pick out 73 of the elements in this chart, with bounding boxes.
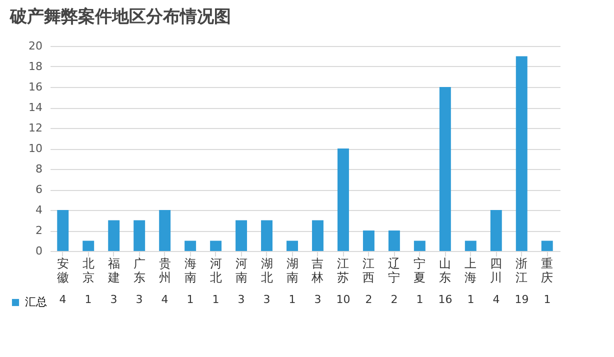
data-label: 1 xyxy=(212,293,220,306)
bar xyxy=(337,148,349,251)
x-tick-label: 宁夏 xyxy=(414,256,426,284)
data-label: 1 xyxy=(288,293,296,306)
x-tick-label: 四川 xyxy=(490,256,502,284)
y-tick-label: 16 xyxy=(28,80,42,94)
x-tick-label: 山东 xyxy=(439,256,452,284)
x-tick-label: 上海 xyxy=(464,256,477,284)
bar xyxy=(464,240,476,251)
bar xyxy=(362,230,374,251)
bar xyxy=(516,56,528,251)
x-tick-label: 重庆 xyxy=(541,256,554,284)
data-label: 1 xyxy=(186,293,194,306)
data-label: 3 xyxy=(238,293,245,306)
data-label: 4 xyxy=(59,293,66,306)
x-tick-label: 河南 xyxy=(235,256,248,284)
data-label: 1 xyxy=(467,293,474,306)
bar xyxy=(159,210,171,251)
x-tick-label: 安徽 xyxy=(56,256,69,284)
data-label: 1 xyxy=(416,293,424,306)
bar xyxy=(82,240,94,251)
y-tick-label: 0 xyxy=(36,244,42,258)
data-label: 4 xyxy=(492,293,500,306)
y-tick-label: 8 xyxy=(36,162,42,176)
bar xyxy=(108,220,120,251)
bar xyxy=(541,240,553,251)
data-label: 19 xyxy=(514,293,529,306)
x-tick-label: 北京 xyxy=(82,256,94,284)
data-label: 16 xyxy=(438,293,452,306)
bar xyxy=(134,220,146,251)
bar xyxy=(414,240,426,251)
bar xyxy=(261,220,273,251)
data-label: 2 xyxy=(365,293,372,306)
x-tick-label: 湖南 xyxy=(286,256,298,284)
bar xyxy=(57,210,69,251)
data-label: 10 xyxy=(336,293,350,306)
data-label: 3 xyxy=(110,293,118,306)
bar xyxy=(439,87,451,251)
data-label: 1 xyxy=(544,293,551,306)
x-tick-label: 江西 xyxy=(362,256,375,284)
bar xyxy=(286,240,298,251)
data-label: 3 xyxy=(314,293,322,306)
y-tick-label: 12 xyxy=(28,122,42,134)
x-tick-label: 浙江 xyxy=(516,256,528,284)
data-label: 4 xyxy=(161,293,168,306)
data-label: 1 xyxy=(84,293,92,306)
x-tick-label: 湖北 xyxy=(260,256,273,284)
x-tick-label: 江苏 xyxy=(337,256,350,284)
legend-label: 汇总 xyxy=(25,296,47,308)
data-label: 3 xyxy=(263,293,270,306)
y-tick-label: 14 xyxy=(28,101,42,114)
y-tick-label: 4 xyxy=(36,204,42,216)
y-tick-label: 18 xyxy=(28,60,42,73)
data-label: 3 xyxy=(136,293,143,306)
x-tick-label: 河北 xyxy=(210,256,222,284)
bar xyxy=(312,220,324,251)
y-tick-label: 6 xyxy=(36,183,42,196)
x-tick-label: 海南 xyxy=(184,256,196,284)
x-tick-label: 广东 xyxy=(133,256,146,284)
y-tick-label: 2 xyxy=(36,224,42,237)
y-tick-label: 20 xyxy=(28,40,42,52)
x-tick-label: 吉林 xyxy=(310,256,324,284)
bar xyxy=(184,240,196,251)
data-label: 2 xyxy=(390,293,398,306)
x-tick-label: 辽宁 xyxy=(388,256,400,284)
bar xyxy=(490,210,502,251)
x-tick-label: 福建 xyxy=(106,256,120,284)
x-tick-label: 贵州 xyxy=(158,256,171,284)
bar xyxy=(210,240,222,251)
y-tick-label: 10 xyxy=(28,142,42,155)
bar xyxy=(236,220,248,251)
bar xyxy=(388,230,400,251)
chart-title: 破产舞弊案件地区分布情况图 xyxy=(9,6,231,27)
